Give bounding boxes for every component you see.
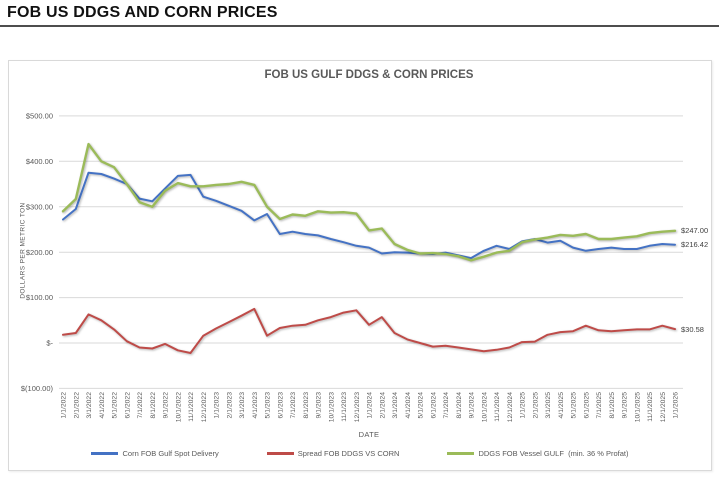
x-axis-tick-label: 8/1/2024: [456, 392, 463, 419]
x-axis-tick-label: 1/1/2022: [61, 392, 68, 419]
x-axis-tick-label: 10/1/2024: [481, 392, 488, 422]
corn-series-line: [62, 171, 676, 260]
legend-label-ddgs: DDGS FOB Vessel GULF (min. 36 % Profat): [478, 449, 629, 458]
x-axis-tick-label: 7/1/2023: [290, 392, 297, 419]
x-axis-tick-label: 1/1/2023: [214, 392, 221, 419]
spread-series-line: [62, 307, 676, 354]
x-axis-tick-label: 12/1/2024: [507, 392, 514, 422]
x-axis-tick-label: 7/1/2025: [596, 392, 603, 419]
x-axis-tick-label: 1/1/2024: [367, 392, 374, 419]
x-axis-tick-label: 8/1/2025: [609, 392, 616, 419]
ddgs-line-swatch-icon: [447, 452, 475, 455]
x-axis-tick-label: 9/1/2024: [469, 392, 476, 419]
x-axis-tick-label: 4/1/2024: [405, 392, 412, 419]
chart-container: FOB US GULF DDGS & CORN PRICES DOLLARS P…: [8, 60, 712, 471]
spread-line-swatch-icon: [266, 452, 294, 455]
x-axis-tick-label: 2/1/2022: [73, 392, 80, 419]
x-axis-tick-label: 8/1/2022: [150, 392, 157, 419]
legend-item-ddgs: DDGS FOB Vessel GULF (min. 36 % Profat): [447, 449, 629, 458]
y-axis-tick-label: $500.00: [26, 112, 53, 121]
legend-label-spread: Spread FOB DDGS VS CORN: [297, 449, 400, 458]
chart-legend: Corn FOB Gulf Spot Delivery Spread FOB D…: [9, 449, 711, 458]
y-axis-tick-label: $400.00: [26, 157, 53, 166]
y-axis-tick-label: $200.00: [26, 248, 53, 257]
x-axis-tick-label: 6/1/2024: [430, 392, 437, 419]
x-axis-title: DATE: [358, 430, 380, 439]
ddgs-series-line: [61, 142, 677, 262]
x-axis-tick-label: 1/1/2025: [520, 392, 527, 419]
x-axis-tick-label: 10/1/2022: [175, 392, 182, 422]
spread-end-value-label: $30.58: [681, 324, 704, 334]
x-axis-tick-label: 1/1/2026: [673, 392, 680, 419]
x-axis-tick-label: 11/1/2022: [188, 392, 195, 422]
x-axis-tick-label: 7/1/2022: [137, 392, 144, 419]
legend-item-corn: Corn FOB Gulf Spot Delivery: [91, 449, 219, 458]
y-axis-tick-label: $300.00: [26, 202, 53, 211]
chart-title: FOB US GULF DDGS & CORN PRICES: [264, 69, 474, 81]
x-axis-tick-label: 4/1/2023: [252, 392, 259, 419]
x-axis-tick-label: 8/1/2023: [303, 392, 310, 419]
x-axis-tick-label: 6/1/2025: [583, 392, 590, 419]
x-axis-tick-label: 5/1/2025: [571, 392, 578, 419]
x-axis-tick-label: 3/1/2023: [239, 392, 246, 419]
x-axis-tick-label: 3/1/2022: [86, 392, 93, 419]
x-axis-tick-label: 9/1/2025: [622, 392, 629, 419]
legend-item-spread: Spread FOB DDGS VS CORN: [266, 449, 400, 458]
x-axis-tick-label: 11/1/2024: [494, 392, 501, 422]
x-axis-tick-label: 9/1/2022: [163, 392, 170, 419]
x-axis-tick-label: 10/1/2023: [328, 392, 335, 422]
y-axis-tick-label: $(100.00): [21, 384, 54, 393]
x-axis-tick-label: 3/1/2024: [392, 392, 399, 419]
ddgs-end-value-label: $247.00: [681, 226, 709, 236]
y-axis-tick-label: $100.00: [26, 293, 53, 302]
x-axis-tick-label: 12/1/2022: [201, 392, 208, 422]
x-axis-tick-label: 2/1/2023: [226, 392, 233, 419]
x-axis-tick-label: 2/1/2025: [532, 392, 539, 419]
x-axis-tick-label: 9/1/2023: [316, 392, 323, 419]
x-axis-tick-label: 3/1/2025: [545, 392, 552, 419]
x-axis-tick-label: 11/1/2025: [647, 392, 654, 422]
x-axis-tick-label: 12/1/2025: [660, 392, 667, 422]
x-axis-tick-label: 7/1/2024: [443, 392, 450, 419]
x-axis-tick-label: 10/1/2025: [634, 392, 641, 422]
page-title: FOB US DDGS AND CORN PRICES: [0, 0, 719, 27]
x-axis-tick-label: 12/1/2023: [354, 392, 361, 422]
corn-end-value-label: $216.42: [681, 240, 709, 250]
x-axis-tick-label: 5/1/2024: [418, 392, 425, 419]
x-axis-tick-label: 4/1/2025: [558, 392, 565, 419]
x-axis-tick-label: 2/1/2024: [379, 392, 386, 419]
x-axis-tick-label: 5/1/2023: [265, 392, 272, 419]
x-axis-tick-label: 6/1/2022: [124, 392, 131, 419]
x-axis-tick-label: 5/1/2022: [112, 392, 119, 419]
x-axis-tick-label: 11/1/2023: [341, 392, 348, 422]
line-chart-plot-area: $500.00 $400.00 $300.00 $200.00 $100.00 $- $(1…: [21, 112, 683, 422]
legend-label-corn: Corn FOB Gulf Spot Delivery: [122, 449, 219, 458]
corn-line-swatch-icon: [91, 452, 119, 455]
x-axis-tick-label: 4/1/2022: [99, 392, 106, 419]
y-axis-tick-label: $-: [46, 339, 53, 348]
x-axis-tick-label: 6/1/2023: [277, 392, 284, 419]
